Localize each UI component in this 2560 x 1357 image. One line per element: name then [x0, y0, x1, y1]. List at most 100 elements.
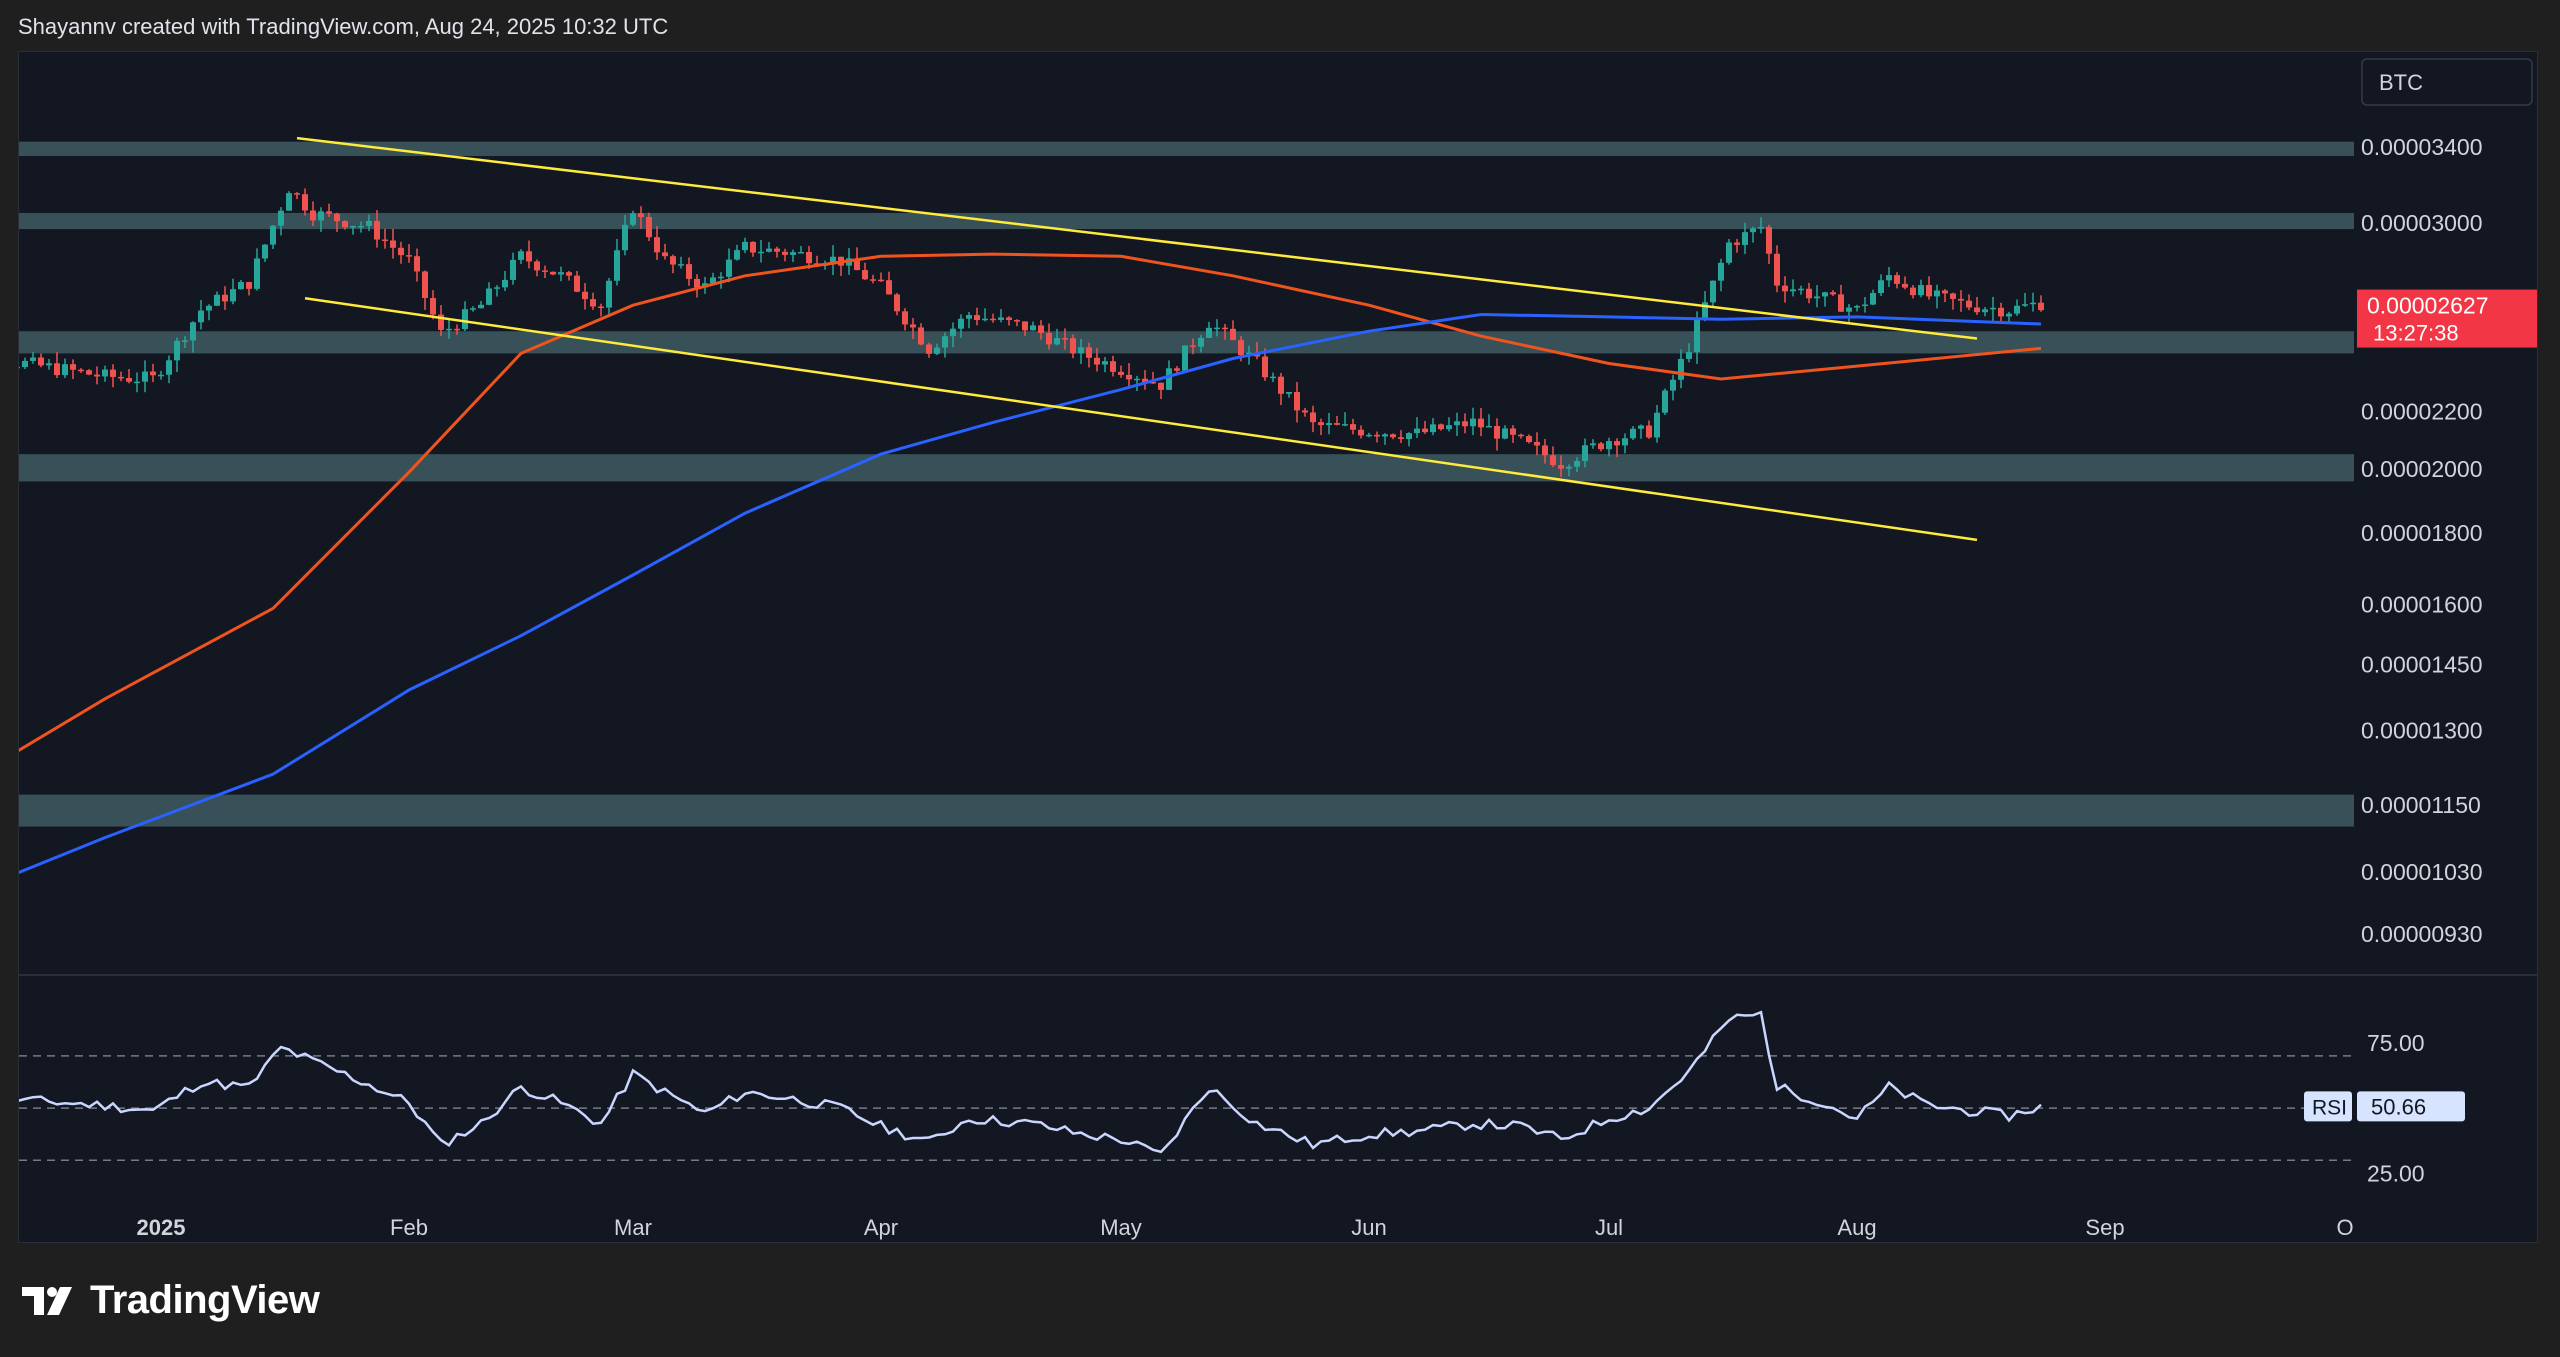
candle-body-174 — [1334, 423, 1340, 425]
chart-area[interactable]: 0.00003400 0.00003000 0.00002200 0.00002000… — [18, 51, 2538, 1243]
candle-body-125 — [942, 336, 948, 348]
candle-body-36 — [230, 289, 236, 302]
candle-body-51 — [350, 226, 356, 228]
candle-body-206 — [1590, 443, 1596, 446]
candle-body-127 — [958, 318, 964, 329]
symbol-button[interactable] — [2361, 58, 2533, 106]
candle-body-214 — [1654, 412, 1660, 438]
candle-body-227 — [1758, 226, 1764, 229]
candle-body-116 — [870, 279, 876, 281]
trendline-0[interactable] — [296, 136, 1978, 340]
brand-name: TradingView — [90, 1278, 320, 1322]
candle-body-161 — [1230, 328, 1236, 341]
candle-body-225 — [1742, 232, 1748, 245]
price-tick-label: 0.00003400 — [2361, 134, 2483, 160]
candle-body-78 — [566, 272, 572, 276]
candle-body-245 — [1902, 283, 1908, 288]
price-tick-label: 0.00001800 — [2361, 520, 2483, 546]
candle-body-185 — [1422, 428, 1428, 433]
candle-body-176 — [1350, 424, 1356, 430]
candle-body-243 — [1886, 275, 1892, 281]
candle-body-83 — [606, 280, 612, 308]
candle-body-130 — [982, 318, 988, 321]
candle-body-35 — [222, 294, 228, 302]
tradingview-logo[interactable]: TradingView — [22, 1278, 320, 1323]
price-tick-label: 0.00000930 — [2361, 921, 2483, 947]
candle-body-258 — [2006, 313, 2012, 317]
rsi-value-badge — [2357, 1091, 2465, 1122]
candle-body-14 — [54, 363, 60, 376]
candle-body-153 — [1166, 368, 1172, 390]
zone-band-2 — [19, 331, 2354, 354]
candle-body-16 — [70, 364, 76, 370]
candle-body-226 — [1750, 228, 1756, 233]
candle-body-139 — [1054, 338, 1060, 345]
time-tick-label: May — [1100, 1215, 1142, 1240]
chart-svg[interactable]: 0.00003400 0.00003000 0.00002200 0.00002000… — [19, 52, 2538, 1243]
price-tick-label: 0.00003000 — [2361, 210, 2483, 236]
candle-body-169 — [1294, 392, 1300, 411]
candle-body-45 — [302, 194, 308, 211]
rsi-name-label: RSI — [2312, 1096, 2347, 1119]
candle-body-61 — [430, 298, 436, 315]
candle-body-235 — [1822, 292, 1828, 297]
candle-body-121 — [910, 324, 916, 328]
candle-body-237 — [1838, 294, 1844, 312]
candle-body-156 — [1190, 345, 1196, 347]
time-tick-label: Jul — [1595, 1215, 1623, 1240]
candle-body-141 — [1070, 338, 1076, 354]
candle-body-249 — [1934, 290, 1940, 297]
candle-body-178 — [1366, 434, 1372, 437]
candle-body-251 — [1950, 293, 1956, 299]
candle-body-221 — [1710, 280, 1716, 303]
candle-body-255 — [1982, 309, 1988, 313]
candle-body-20 — [102, 369, 108, 377]
candle-body-100 — [742, 241, 748, 251]
moving-average-line-1 — [19, 312, 2042, 874]
candle-body-165 — [1262, 356, 1268, 378]
candle-body-31 — [190, 322, 196, 341]
candle-body-37 — [238, 282, 244, 290]
candle-body-231 — [1790, 289, 1796, 292]
price-tick-label: 0.00002000 — [2361, 456, 2483, 482]
candle-body-150 — [1142, 378, 1148, 382]
candle-body-67 — [478, 304, 484, 309]
candle-body-160 — [1222, 327, 1228, 330]
trendline-1[interactable] — [304, 297, 1978, 542]
candle-body-238 — [1846, 307, 1852, 312]
candle-body-232 — [1798, 288, 1804, 291]
candle-body-34 — [214, 294, 220, 306]
candle-body-73 — [526, 251, 532, 262]
candle-body-82 — [598, 306, 604, 309]
candle-body-52 — [358, 225, 364, 228]
candle-body-201 — [1550, 455, 1556, 466]
candle-body-89 — [654, 237, 660, 253]
candle-body-254 — [1974, 307, 1980, 313]
candle-body-216 — [1670, 379, 1676, 391]
candle-body-189 — [1454, 421, 1460, 426]
candle-body-210 — [1622, 438, 1628, 446]
candle-body-132 — [998, 317, 1004, 320]
candle-body-158 — [1206, 327, 1212, 338]
candle-body-9 — [19, 366, 20, 369]
rsi-line — [19, 1010, 2042, 1154]
time-tick-label: Jun — [1351, 1215, 1386, 1240]
candle-body-13 — [46, 363, 52, 366]
candle-body-154 — [1174, 368, 1180, 371]
candle-body-122 — [918, 327, 924, 345]
candle-body-142 — [1078, 347, 1084, 354]
candle-body-12 — [38, 357, 44, 366]
candle-body-29 — [174, 340, 180, 361]
candle-body-157 — [1198, 337, 1204, 347]
candle-body-167 — [1278, 376, 1284, 394]
candle-body-159 — [1214, 327, 1220, 330]
candle-body-42 — [278, 210, 284, 226]
candle-body-98 — [726, 259, 732, 277]
candle-body-186 — [1430, 424, 1436, 433]
candle-body-86 — [630, 213, 636, 225]
candle-body-261 — [2030, 302, 2036, 305]
candle-body-191 — [1470, 418, 1476, 427]
zone-band-4 — [19, 794, 2354, 827]
candle-body-247 — [1918, 285, 1924, 296]
candle-body-195 — [1502, 428, 1508, 439]
